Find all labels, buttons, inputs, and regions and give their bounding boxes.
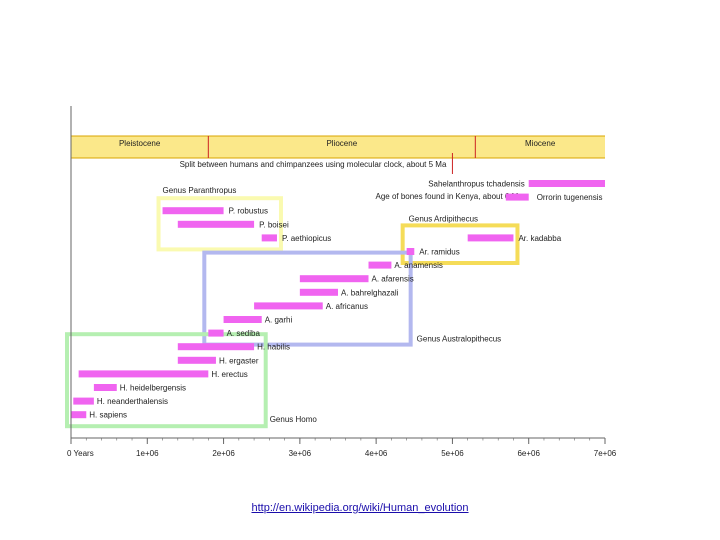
bar-p-aethiopicus <box>261 234 277 242</box>
label-p-robustus: P. robustus <box>229 207 268 216</box>
x-axis: 0 Years 1e+06 2e+06 3e+06 4e+06 5e+06 6e+06 7e+… <box>67 106 617 458</box>
group-label-genus-australopithecus: Genus Australopithecus <box>417 335 502 344</box>
bar-sahelanthropus-tchadensis <box>528 180 605 187</box>
label-a-bahrelghazali: A. bahrelghazali <box>341 288 399 297</box>
annotations: Split between humans and chimpanzees usi… <box>180 153 523 201</box>
species-bars: Sahelanthropus tchadensis Orrorin tugenen… <box>71 180 605 420</box>
epoch-pliocene <box>208 136 476 158</box>
bar-h-neanderthalensis <box>73 397 94 405</box>
bar-h-erectus <box>78 370 209 378</box>
label-orrorin-tugenensis: Orrorin tugenensis <box>537 193 603 202</box>
epoch-label-miocene: Miocene <box>525 139 556 148</box>
label-a-africanus: A. africanus <box>326 302 368 311</box>
group-label-genus-homo: Genus Homo <box>270 415 318 424</box>
group-box-genus-ardipithecus <box>400 223 520 265</box>
bar-a-bahrelghazali <box>299 288 338 296</box>
bar-h-heidelbergensis <box>93 384 117 391</box>
source-link[interactable]: http://en.wikipedia.org/wiki/Human_evolu… <box>251 502 469 514</box>
bar-p-boisei <box>177 220 255 228</box>
split-annotation: Split between humans and chimpanzees usi… <box>180 160 447 169</box>
group-label-genus-paranthropus: Genus Paranthropus <box>163 186 237 195</box>
bar-a-anamensis <box>368 261 392 269</box>
tick-label: 5e+06 <box>441 449 464 458</box>
bar-h-sapiens <box>71 411 87 419</box>
label-a-garhi: A. garhi <box>265 316 293 325</box>
label-sahelanthropus-tchadensis: Sahelanthropus tchadensis <box>428 180 525 189</box>
label-p-boisei: P. boisei <box>259 220 289 229</box>
genus-group-boxes: Genus Paranthropus Genus Ardipithecus Genu… <box>65 186 520 429</box>
epoch-label-pliocene: Pliocene <box>326 139 357 148</box>
label-h-ergaster: H. ergaster <box>219 356 259 365</box>
bar-a-afarensis <box>299 275 369 283</box>
label-h-heidelbergensis: H. heidelbergensis <box>120 384 186 393</box>
bar-a-sediba <box>208 329 224 337</box>
label-ar-ramidus: Ar. ramidus <box>419 248 459 257</box>
label-p-aethiopicus: P. aethiopicus <box>282 234 331 243</box>
bar-a-africanus <box>254 302 323 310</box>
epoch-pleistocene <box>71 136 209 158</box>
label-h-neanderthalensis: H. neanderthalensis <box>97 397 168 406</box>
label-h-erectus: H. erectus <box>211 370 247 379</box>
label-h-sapiens: H. sapiens <box>89 411 127 420</box>
epoch-miocene <box>475 136 605 158</box>
label-a-sediba: A. sediba <box>227 329 261 338</box>
bar-h-ergaster <box>177 356 216 364</box>
group-box-genus-australopithecus <box>202 250 413 347</box>
tick-label: 3e+06 <box>289 449 312 458</box>
bar-ar-kadabba <box>467 234 514 242</box>
tick-label: 1e+06 <box>136 449 159 458</box>
bar-orrorin-tugenensis <box>505 193 529 201</box>
kenya-annotation: Age of bones found in Kenya, about 6 Ma <box>375 192 523 201</box>
label-h-habilis: H. habilis <box>257 343 290 352</box>
group-box-genus-paranthropus <box>156 196 283 252</box>
bar-h-habilis <box>177 343 255 351</box>
tick-label: 4e+06 <box>365 449 388 458</box>
group-label-genus-ardipithecus: Genus Ardipithecus <box>409 214 478 223</box>
label-a-anamensis: A. anamensis <box>394 261 442 270</box>
label-ar-kadabba: Ar. kadabba <box>518 234 561 243</box>
tick-label: 0 Years <box>67 449 94 458</box>
bar-ar-ramidus <box>406 248 415 255</box>
group-box-genus-homo <box>65 332 268 429</box>
tick-label: 2e+06 <box>212 449 235 458</box>
tick-label: 7e+06 <box>594 449 617 458</box>
label-a-afarensis: A. afarensis <box>372 275 414 284</box>
bar-a-garhi <box>223 316 262 323</box>
epoch-label-pleistocene: Pleistocene <box>119 139 161 148</box>
epoch-band: Pleistocene Pliocene Miocene <box>71 135 605 159</box>
tick-label: 6e+06 <box>517 449 540 458</box>
bar-p-robustus <box>162 207 224 215</box>
